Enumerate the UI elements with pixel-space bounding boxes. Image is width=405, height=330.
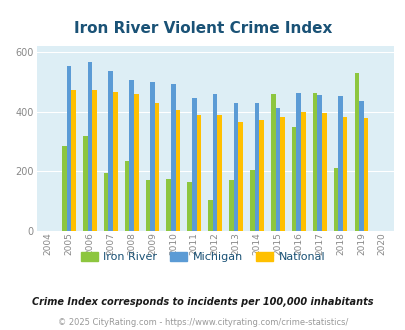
Bar	[333, 168, 337, 231]
Text: Crime Index corresponds to incidents per 100,000 inhabitants: Crime Index corresponds to incidents per…	[32, 297, 373, 307]
Bar	[279, 117, 284, 231]
Legend: Iron River, Michigan, National: Iron River, Michigan, National	[76, 248, 329, 267]
Bar	[259, 120, 263, 231]
Bar	[129, 81, 134, 231]
Bar	[92, 90, 96, 231]
Bar	[154, 103, 159, 231]
Bar	[321, 113, 326, 231]
Bar	[196, 115, 201, 231]
Bar	[145, 180, 150, 231]
Bar	[363, 118, 367, 231]
Text: © 2025 CityRating.com - https://www.cityrating.com/crime-statistics/: © 2025 CityRating.com - https://www.city…	[58, 318, 347, 327]
Bar	[238, 122, 242, 231]
Bar	[87, 62, 92, 231]
Bar	[62, 146, 66, 231]
Bar	[233, 103, 238, 231]
Bar	[270, 94, 275, 231]
Bar	[71, 90, 76, 231]
Bar	[192, 98, 196, 231]
Bar	[175, 110, 180, 231]
Bar	[301, 112, 305, 231]
Bar	[83, 136, 87, 231]
Bar	[150, 82, 154, 231]
Bar	[108, 71, 113, 231]
Bar	[342, 117, 347, 231]
Bar	[249, 170, 254, 231]
Bar	[212, 94, 217, 231]
Bar	[187, 182, 192, 231]
Bar	[317, 95, 321, 231]
Bar	[124, 161, 129, 231]
Bar	[171, 84, 175, 231]
Bar	[296, 93, 301, 231]
Bar	[208, 200, 212, 231]
Bar	[104, 173, 108, 231]
Bar	[354, 73, 358, 231]
Bar	[66, 66, 71, 231]
Bar	[337, 96, 342, 231]
Bar	[134, 94, 138, 231]
Bar	[291, 127, 296, 231]
Text: Iron River Violent Crime Index: Iron River Violent Crime Index	[74, 21, 331, 36]
Bar	[217, 115, 222, 231]
Bar	[254, 103, 259, 231]
Bar	[228, 180, 233, 231]
Bar	[275, 108, 279, 231]
Bar	[358, 101, 363, 231]
Bar	[166, 179, 171, 231]
Bar	[312, 93, 317, 231]
Bar	[113, 92, 117, 231]
